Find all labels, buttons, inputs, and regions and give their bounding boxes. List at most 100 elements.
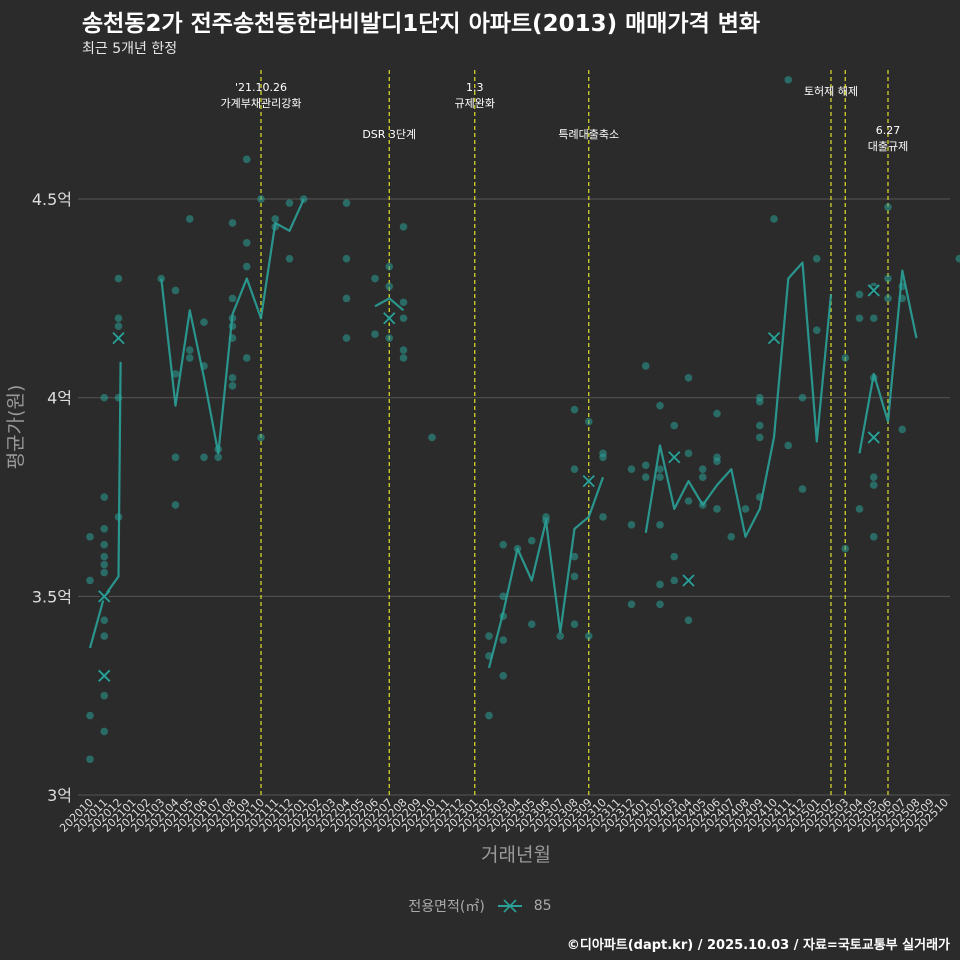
data-point: [755, 433, 764, 442]
series-85: [86, 76, 960, 764]
x-axis: 2020102020112020122021012021022021032021…: [57, 796, 951, 835]
data-point: [684, 497, 693, 505]
data-point: [570, 405, 579, 414]
data-point: [100, 540, 109, 549]
data-point: [399, 314, 408, 323]
data-point: [242, 354, 251, 362]
data-point: [399, 298, 408, 307]
data-point: [869, 532, 878, 541]
data-point: [656, 465, 664, 474]
data-point: [656, 521, 664, 529]
data-point: [86, 532, 94, 541]
series-line: [160, 198, 305, 455]
data-point: [228, 374, 237, 382]
cross-marker: [582, 474, 595, 488]
data-point: [869, 473, 878, 481]
data-point: [670, 576, 679, 585]
data-point: [584, 632, 593, 640]
data-point: [100, 493, 109, 501]
y-tick-label: 4.5억: [32, 190, 72, 209]
series-line: [374, 297, 405, 312]
data-point: [570, 572, 579, 581]
y-axis: 3억 3.5억 4억 4.5억: [32, 190, 72, 805]
data-point: [257, 433, 265, 442]
y-tick-label: 3.5억: [32, 587, 72, 606]
cross-marker: [867, 431, 880, 444]
data-point: [228, 219, 237, 227]
data-point: [770, 215, 778, 223]
data-point: [257, 195, 265, 203]
event-label: 규제완화: [455, 97, 495, 110]
data-point: [684, 449, 693, 458]
data-point: [627, 600, 636, 609]
data-point: [656, 580, 664, 589]
cross-marker: [112, 331, 125, 345]
data-point: [100, 568, 109, 577]
data-point: [898, 425, 907, 434]
data-point: [670, 552, 679, 561]
data-point: [399, 223, 408, 231]
cross-marker: [867, 284, 880, 297]
data-point: [100, 560, 109, 569]
data-point: [86, 711, 94, 720]
x-axis-label: 거래년월: [481, 844, 551, 866]
data-point: [798, 485, 807, 493]
data-point: [755, 421, 764, 430]
cross-marker: [767, 331, 781, 345]
data-point: [200, 318, 208, 327]
y-axis-label: 평균가(원): [5, 385, 27, 470]
cross-marker: [668, 451, 681, 464]
event-label: DSR 3단계: [362, 128, 416, 141]
data-point: [741, 505, 750, 513]
data-point: [342, 254, 351, 263]
data-point: [171, 501, 180, 509]
data-point: [399, 346, 408, 354]
cross-marker: [98, 669, 111, 682]
legend-item-85: 85: [533, 898, 552, 914]
y-tick-label: 3억: [47, 786, 72, 805]
data-point: [784, 441, 793, 450]
data-point: [570, 465, 579, 474]
data-point: [114, 322, 123, 330]
data-point: [812, 326, 821, 334]
data-point: [342, 294, 351, 303]
data-point: [812, 254, 821, 263]
data-point: [171, 286, 180, 295]
data-point: [884, 294, 892, 303]
y-tick-label: 4억: [47, 389, 72, 408]
event-label: 대출규제: [868, 140, 908, 153]
data-point: [371, 330, 379, 338]
page-subtitle: 최근 5개년 한정: [82, 41, 178, 57]
data-point: [385, 262, 394, 271]
data-point: [656, 401, 664, 410]
data-point: [684, 374, 693, 382]
data-point: [698, 465, 707, 474]
event-label: 특례대출축소: [558, 128, 619, 141]
legend-line-icon: [498, 899, 523, 913]
data-point: [727, 532, 736, 541]
data-point: [855, 290, 864, 299]
data-point: [242, 262, 251, 271]
series-line: [858, 269, 918, 454]
data-point: [684, 616, 693, 624]
data-point: [570, 620, 579, 628]
data-point: [114, 314, 123, 323]
event-label: 1.3: [466, 81, 484, 94]
data-point: [884, 274, 892, 283]
data-point: [428, 433, 436, 442]
data-point: [855, 505, 864, 513]
data-point: [100, 727, 109, 736]
data-point: [656, 473, 664, 481]
event-label: 가계부채관리강화: [221, 97, 302, 110]
data-point: [499, 672, 508, 680]
data-point: [599, 453, 607, 462]
data-point: [185, 354, 194, 362]
data-point: [399, 354, 408, 362]
data-point: [185, 346, 194, 354]
data-point: [584, 417, 593, 426]
data-point: [271, 215, 280, 223]
data-point: [499, 540, 508, 549]
data-point: [100, 691, 109, 700]
data-point: [200, 453, 208, 462]
